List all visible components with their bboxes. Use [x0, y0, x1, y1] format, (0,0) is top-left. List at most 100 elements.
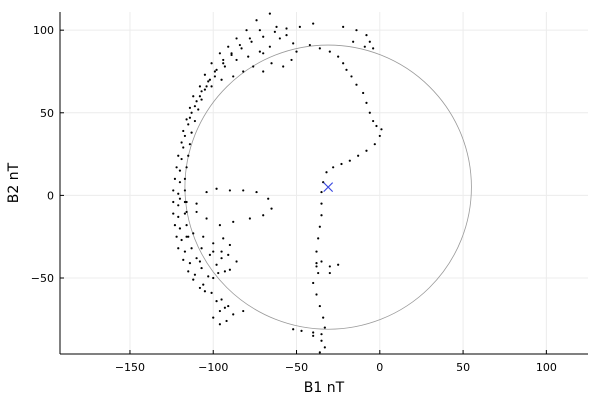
trace-point — [203, 290, 207, 293]
trace-point — [248, 217, 251, 220]
trace-point — [252, 65, 255, 68]
x-tick-labels: −150 −100 −50 0 50 100 — [115, 361, 557, 374]
trace-point — [373, 143, 376, 146]
trace-point — [317, 237, 320, 240]
trace-point — [190, 131, 193, 134]
trace-point — [183, 134, 187, 138]
trace-point — [368, 111, 371, 114]
trace-point — [275, 25, 278, 28]
trace-point — [315, 293, 318, 296]
trace-point — [195, 210, 198, 214]
trace-point — [178, 181, 182, 184]
trace-point — [342, 62, 345, 65]
trace-point — [238, 43, 241, 47]
trace-point — [178, 197, 182, 200]
grid-lines — [60, 12, 588, 354]
trace-point — [187, 123, 190, 126]
trace-point — [178, 227, 182, 230]
trace-point — [232, 313, 235, 316]
trace-point — [262, 35, 265, 38]
trace-point — [268, 45, 271, 48]
trace-point — [267, 197, 270, 200]
trace-point — [185, 118, 188, 121]
trace-point — [195, 257, 198, 260]
x-tick-label: −50 — [285, 361, 308, 374]
trace-point — [262, 70, 265, 73]
trace-point — [368, 40, 371, 43]
trace-point — [318, 225, 321, 228]
trace-point — [375, 124, 378, 128]
trace-point — [190, 111, 193, 114]
trace-point — [248, 37, 251, 40]
trace-point — [173, 224, 177, 227]
trace-point — [220, 257, 223, 260]
trace-point — [365, 101, 368, 104]
trace-point — [312, 334, 315, 337]
trace-point — [180, 157, 183, 161]
trace-point — [207, 80, 210, 83]
trace-point — [320, 190, 323, 194]
trace-point — [328, 271, 331, 275]
trace-point — [177, 215, 180, 218]
trace-point — [203, 88, 207, 91]
trace-point — [195, 202, 198, 205]
trace-point — [200, 266, 203, 270]
trace-point — [228, 268, 231, 271]
trace-point — [235, 260, 238, 263]
y-tick-labels: −50 0 50 100 — [31, 24, 54, 285]
trace-point — [348, 159, 351, 162]
y-tick-label: 100 — [33, 24, 54, 37]
trace-point — [312, 281, 315, 285]
trace-point — [188, 116, 192, 119]
trace-point — [212, 242, 215, 245]
trace-point — [228, 243, 231, 247]
x-tick-label: −150 — [115, 361, 145, 374]
trace-point — [210, 85, 213, 88]
trace-point — [235, 58, 238, 62]
trace-point — [180, 141, 183, 144]
x-tick-label: 0 — [376, 361, 383, 374]
trace-point — [208, 78, 212, 81]
trace-point — [203, 73, 207, 76]
trace-point — [200, 247, 203, 250]
trace-point — [285, 27, 288, 30]
trace-point — [315, 262, 318, 265]
trace-point — [320, 214, 323, 217]
marker-layer — [323, 182, 334, 193]
trace-point — [217, 271, 220, 275]
trace-point — [230, 53, 233, 57]
trace-point — [207, 275, 210, 278]
trace-point — [235, 37, 238, 40]
trace-point — [323, 346, 326, 349]
trace-point — [172, 189, 175, 192]
reference-circle — [184, 44, 472, 330]
trace-point — [198, 85, 202, 88]
trace-point — [378, 134, 381, 138]
trace-point — [197, 108, 200, 111]
tick-marks — [60, 29, 547, 354]
trace-point — [300, 329, 303, 332]
y-axis-label: B2 nT — [6, 162, 22, 203]
x-tick-label: 100 — [536, 361, 557, 374]
trace-point — [278, 37, 281, 40]
trace-point — [222, 237, 225, 240]
trace-point — [247, 55, 250, 58]
trace-point — [183, 212, 187, 215]
trace-point — [328, 50, 331, 53]
trace-point — [372, 47, 375, 50]
trace-point — [345, 68, 348, 71]
trace-point — [185, 200, 188, 204]
trace-point — [177, 192, 180, 195]
trace-point — [212, 276, 215, 280]
trace-point — [185, 224, 188, 227]
trace-point — [340, 162, 343, 166]
trace-point — [222, 58, 225, 62]
trace-point — [365, 149, 368, 152]
center-marker — [323, 182, 334, 193]
trace-point — [227, 253, 230, 256]
trace-point — [218, 309, 221, 313]
trace-point — [187, 235, 190, 238]
trace-point — [292, 328, 295, 331]
trace-point — [357, 154, 360, 157]
trace-point — [212, 316, 215, 319]
